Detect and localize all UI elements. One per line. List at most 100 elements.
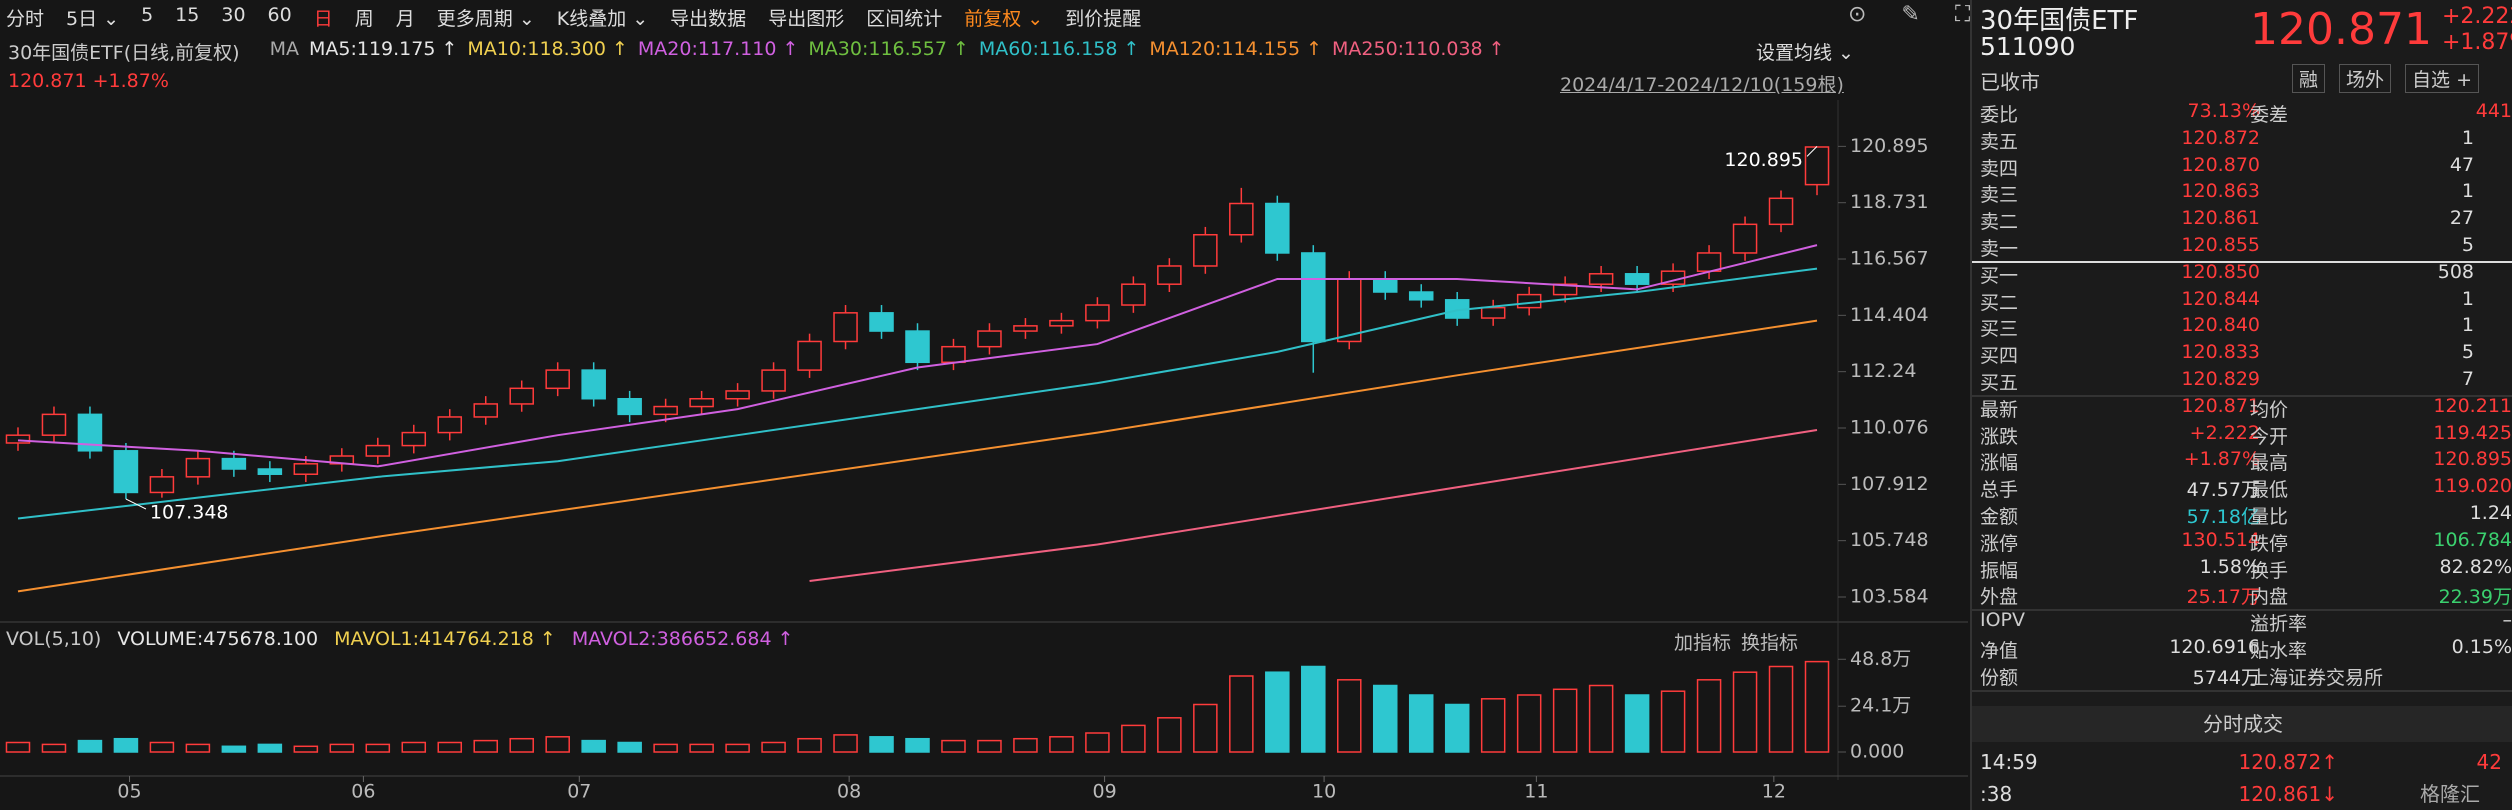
- quote-cell: 441: [2412, 100, 2512, 122]
- quote-value: 买一: [1980, 264, 2019, 287]
- trade-cell: 42: [2412, 750, 2502, 774]
- quote-cell: 涨停: [1980, 529, 2080, 556]
- candle-body: [1121, 283, 1146, 306]
- quote-value: 卖一: [1980, 238, 2019, 260]
- candle-body: [1337, 278, 1362, 343]
- quote-value: 份额: [1980, 666, 2019, 689]
- y-tick-label: 116.567: [1850, 248, 1929, 270]
- quote-value: 120.861: [2181, 207, 2260, 230]
- y-tick-label: 114.404: [1850, 304, 1929, 326]
- y-tick-label: 103.584: [1850, 585, 1929, 607]
- code: 511090: [1980, 32, 2075, 61]
- quote-cell: 净值: [1980, 636, 2080, 663]
- vol-legend-item: VOLUME:475678.100: [117, 628, 319, 650]
- quote-cell: 买四: [1980, 341, 2080, 368]
- toolbar-item[interactable]: 导出数据: [670, 8, 747, 30]
- indicator-tools[interactable]: 加指标 换指标: [1674, 628, 1798, 655]
- tag[interactable]: 自选 +: [2405, 64, 2479, 93]
- settings[interactable]: 设置均线 ⌄: [1756, 42, 1854, 64]
- toolbar-item[interactable]: 15: [175, 4, 200, 26]
- toolbar-item[interactable]: 60: [267, 4, 292, 26]
- quote-value: 25.17万: [2186, 586, 2260, 609]
- candle-body: [473, 403, 498, 418]
- toolbar-item[interactable]: 30: [221, 4, 246, 26]
- quote-value: 1: [2461, 314, 2474, 337]
- window-icons[interactable]: ⊙ ✎ ⛶: [1848, 2, 1985, 27]
- quote-cell: 买五: [1980, 368, 2080, 395]
- row-divider: [1972, 394, 2512, 397]
- candle-body: [689, 397, 714, 408]
- quote-value: 涨停: [1980, 532, 2019, 555]
- tool[interactable]: 加指标: [1674, 632, 1732, 654]
- quote-value: 贴水率: [2250, 640, 2308, 662]
- quote-value: 卖五: [1980, 130, 2019, 153]
- volume-bar: [365, 743, 391, 753]
- quote-value: 最低: [2250, 479, 2289, 502]
- quote-value: 120.829: [2181, 368, 2260, 390]
- chart: 103.584 105.748 107.912 110.076 112.24 114.40…: [0, 100, 1968, 803]
- toolbar-item[interactable]: 前复权 ⌄: [964, 8, 1044, 30]
- candle-body: [509, 387, 534, 405]
- quote-cell: 73.13%: [2160, 100, 2260, 122]
- quote-value: 47: [2449, 153, 2474, 176]
- volume-bar: [509, 737, 534, 753]
- toolbar-item[interactable]: K线叠加 ⌄: [556, 8, 649, 30]
- volume-bar: [653, 743, 678, 753]
- ma-item: MA10:118.300 ↑: [467, 38, 628, 60]
- tag[interactable]: 场外: [2339, 64, 2392, 93]
- toolbar-item[interactable]: 月: [395, 8, 415, 30]
- tool[interactable]: 换指标: [1741, 632, 1799, 654]
- volume-bar: [1121, 724, 1146, 753]
- quote-cell: 外盘: [1980, 582, 2080, 609]
- candle-body: [1301, 252, 1326, 343]
- candle-body: [113, 450, 139, 494]
- trade-cell: 120.861↓: [2152, 782, 2338, 806]
- volume-bar: [149, 741, 175, 753]
- candle-body: [1732, 223, 1758, 254]
- y-tick-label: 112.24: [1850, 360, 1916, 382]
- price: 120.871: [2250, 4, 2432, 55]
- quote-cell: 47.57万: [2160, 475, 2260, 502]
- quote-cell: 卖五: [1980, 127, 2080, 154]
- toolbar-item[interactable]: 区间统计: [866, 8, 943, 30]
- quote-cell: 卖四: [1980, 154, 2080, 181]
- candle-body: [977, 330, 1002, 348]
- quote-value: –: [2250, 609, 2261, 632]
- toolbar-item[interactable]: 到价提醒: [1065, 8, 1142, 30]
- ma-line: [809, 428, 1818, 582]
- volume-bar: [1013, 737, 1038, 753]
- toolbar-item[interactable]: 更多周期 ⌄: [436, 8, 535, 30]
- toolbar: 分时 5日 ⌄ 5 15 30 60 日周月更多周期 ⌄ K线叠加 ⌄ 导出数据 导出图形 区间统计…: [6, 4, 1141, 32]
- volume-bar: [617, 741, 642, 753]
- tag[interactable]: 融: [2292, 64, 2326, 93]
- quote-cell: 买三: [1980, 314, 2080, 341]
- toolbar-item[interactable]: 日: [313, 8, 333, 30]
- quote-cell: 卖三: [1980, 180, 2080, 207]
- volume-bar: [833, 734, 858, 753]
- quote-value: 5: [2461, 234, 2474, 256]
- x-tick-label: 10: [1312, 781, 1336, 803]
- volume-bar: [1516, 694, 1542, 753]
- candle-body: [1408, 291, 1434, 301]
- toolbar-item[interactable]: 5日 ⌄: [66, 8, 120, 30]
- y-tick-label: 105.748: [1850, 529, 1929, 551]
- quote-cell: 47: [2234, 154, 2474, 176]
- toolbar-item[interactable]: 分时: [6, 8, 45, 30]
- x-tick-label: 06: [351, 781, 375, 803]
- candle-body: [1157, 265, 1182, 285]
- quote-value: IOPV: [1980, 609, 2026, 632]
- trade-value: 120.872↑: [2238, 750, 2338, 774]
- quote-value: 换手: [2250, 559, 2289, 582]
- quote-cell: 82.82%: [2412, 556, 2512, 578]
- quote-cell: 27: [2234, 207, 2474, 229]
- quote-cell: 今开: [2250, 422, 2350, 449]
- volume-bar: [185, 743, 211, 753]
- toolbar-item[interactable]: 周: [354, 8, 374, 30]
- quote-cell: 119.020: [2412, 475, 2512, 497]
- quote-value: 今开: [2250, 425, 2289, 448]
- ma-item: MA30:116.557 ↑: [808, 38, 969, 60]
- toolbar-item[interactable]: 5: [141, 4, 154, 26]
- quote-value: 5: [2461, 341, 2474, 364]
- toolbar-item[interactable]: 导出图形: [768, 8, 845, 30]
- x-tick-label: 08: [837, 781, 861, 803]
